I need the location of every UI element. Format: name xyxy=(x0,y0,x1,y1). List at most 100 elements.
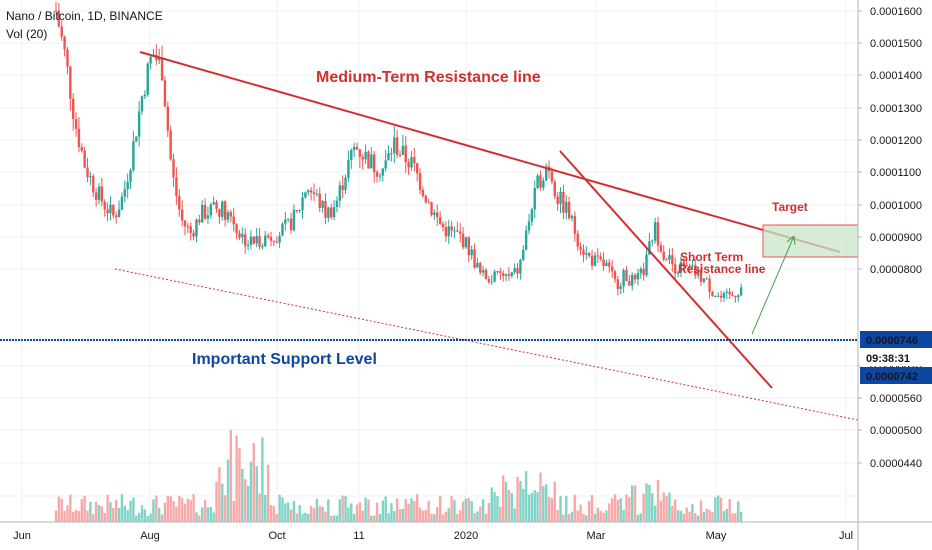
candle-body xyxy=(490,281,493,283)
volume-indicator-label[interactable]: Vol (20) xyxy=(6,27,48,41)
candle-body xyxy=(241,234,244,238)
volume-bar xyxy=(659,500,663,522)
candle-body xyxy=(585,253,588,255)
volume-bar xyxy=(556,509,559,522)
volume-bar xyxy=(183,503,187,522)
price-axis[interactable]: 0.0001600 0.0001500 0.0001400 0.0001300 0.00… xyxy=(857,0,932,550)
volume-bar xyxy=(160,514,164,522)
y-tick-label: 0.0000440 xyxy=(870,458,922,470)
candle-body xyxy=(731,294,734,296)
candle-body xyxy=(539,175,542,188)
volume-bar xyxy=(651,493,654,522)
candle-body xyxy=(456,230,459,232)
candle-body xyxy=(461,233,465,248)
candle-body xyxy=(536,175,539,188)
candle-body xyxy=(315,193,319,195)
volume-bar xyxy=(221,483,224,522)
volume-bar xyxy=(613,494,617,522)
candle-body xyxy=(685,264,688,266)
candle-body xyxy=(674,264,677,274)
volume-bar xyxy=(126,510,129,522)
x-tick-label: 11 xyxy=(353,530,364,542)
volume-bar xyxy=(152,499,155,522)
volume-bar xyxy=(69,494,72,522)
candle-body xyxy=(556,196,559,204)
volume-bar xyxy=(714,497,717,522)
candle-body xyxy=(665,259,668,261)
candle-body xyxy=(86,167,89,178)
candle-body xyxy=(562,191,565,213)
volume-bar xyxy=(83,495,86,522)
volume-bar xyxy=(570,511,574,522)
candle-body xyxy=(244,234,247,246)
time-axis[interactable]: Jun Aug Oct 11 2020 Mar May Jul xyxy=(0,521,932,542)
volume-bar xyxy=(203,499,207,522)
candle-body xyxy=(304,192,307,198)
candle-body xyxy=(312,192,316,195)
candle-body xyxy=(582,249,585,255)
volume-bar xyxy=(504,482,508,522)
volume-bar xyxy=(593,513,597,522)
candle-body xyxy=(653,222,657,241)
candle-body xyxy=(633,274,637,280)
volume-bar xyxy=(238,448,241,522)
candle-body xyxy=(149,56,152,64)
volume-bar xyxy=(421,510,425,522)
volume-bar xyxy=(163,502,167,522)
volume-bar xyxy=(244,479,247,522)
volume-bar xyxy=(97,505,101,522)
volume-bar xyxy=(361,510,364,522)
volume-bar xyxy=(545,484,548,522)
candle-body xyxy=(327,207,330,218)
volume-bar xyxy=(229,430,233,522)
candle-body xyxy=(172,159,175,178)
volume-bar xyxy=(656,480,660,522)
candle-body xyxy=(395,137,399,155)
volume-bar xyxy=(94,501,98,522)
y-tick-label: 0.0000800 xyxy=(870,264,922,276)
volume-bar xyxy=(737,501,740,522)
candle-body xyxy=(218,208,221,217)
volume-bar xyxy=(622,509,625,522)
candle-body xyxy=(350,150,353,161)
volume-bar xyxy=(92,514,95,522)
candle-body xyxy=(542,180,545,188)
volume-bar xyxy=(318,505,321,522)
volume-bar xyxy=(559,495,562,522)
short-term-resistance-line xyxy=(559,150,773,389)
volume-bar xyxy=(444,511,448,522)
candle-body xyxy=(645,254,648,276)
candle-body xyxy=(436,212,439,218)
volume-bar xyxy=(507,490,511,522)
volume-bar xyxy=(717,495,720,522)
volume-bar xyxy=(450,496,453,522)
candle-body xyxy=(533,187,536,210)
volume-bar xyxy=(100,506,104,522)
candle-body xyxy=(619,286,622,289)
volume-bar xyxy=(642,493,645,522)
volume-bar xyxy=(367,499,370,522)
candle-body xyxy=(441,223,445,228)
candle-body xyxy=(370,154,373,169)
candle-body xyxy=(413,157,416,164)
volume-bar xyxy=(550,498,554,522)
current-price-label-bg xyxy=(860,367,932,384)
candle-body xyxy=(467,237,470,256)
candle-body xyxy=(393,137,396,154)
candle-body xyxy=(522,249,525,260)
volume-bar xyxy=(456,513,459,522)
candle-body xyxy=(427,202,430,204)
candle-body xyxy=(100,186,104,202)
symbol-title[interactable]: Nano / Bitcoin, 1D, BINANCE xyxy=(6,9,163,23)
candle-body xyxy=(737,295,740,298)
volume-bar xyxy=(539,472,542,522)
candle-body xyxy=(123,189,126,197)
volume-bar xyxy=(350,503,353,522)
candle-body xyxy=(266,235,270,237)
volume-bar xyxy=(135,515,138,522)
candle-body xyxy=(504,274,508,276)
candle-body xyxy=(502,273,505,276)
candle-body xyxy=(608,262,611,267)
volume-bar xyxy=(510,493,513,522)
